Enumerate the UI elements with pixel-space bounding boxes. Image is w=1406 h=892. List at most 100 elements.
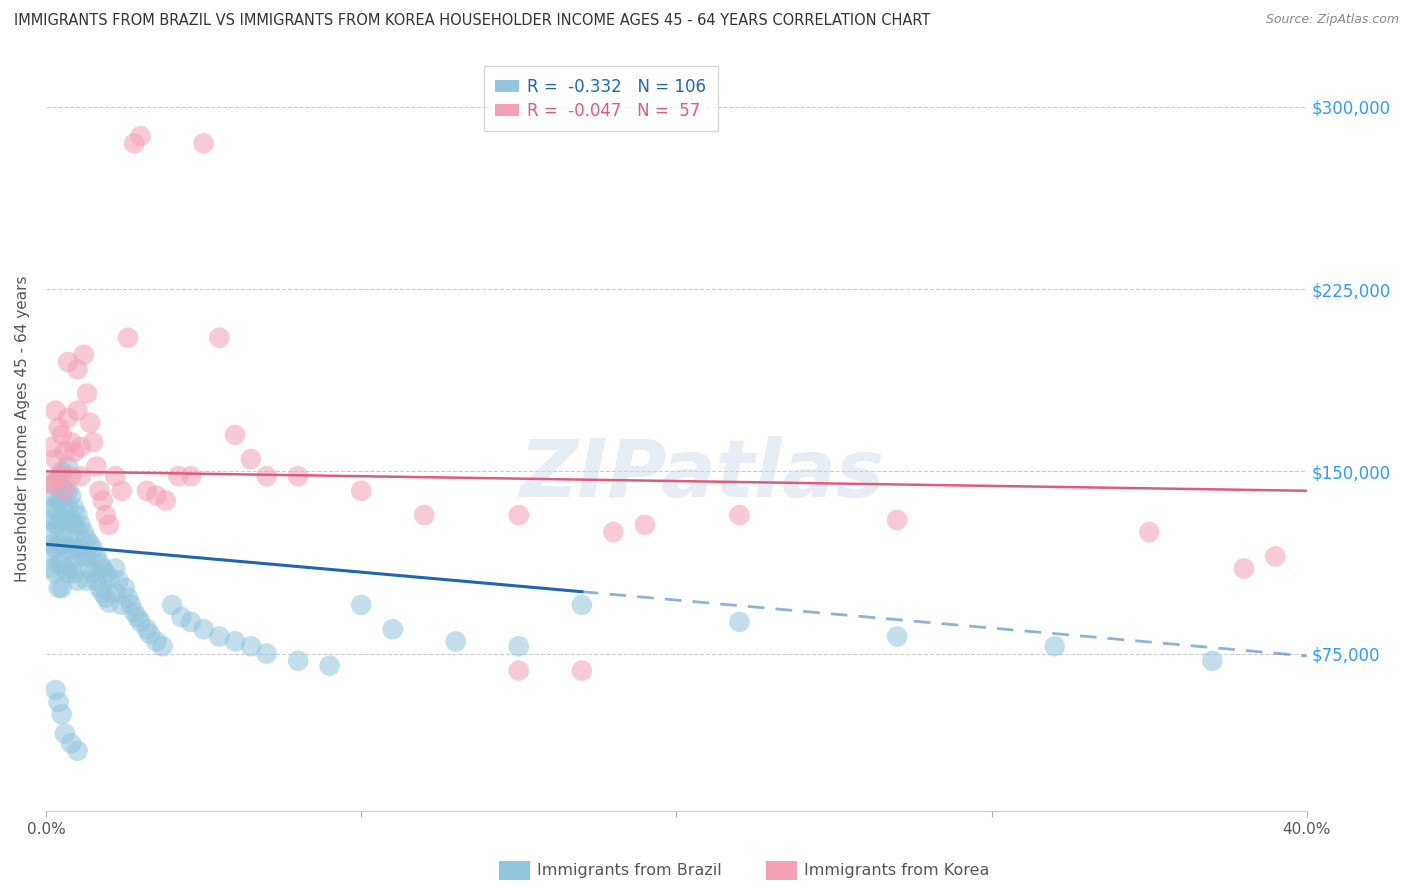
- Point: [728, 615, 751, 629]
- Point: [69, 469, 91, 483]
- Point: [48, 695, 70, 709]
- Point: [122, 136, 145, 151]
- Point: [98, 595, 121, 609]
- Point: [111, 483, 134, 498]
- Point: [155, 493, 177, 508]
- Point: [145, 634, 167, 648]
- Point: [82, 566, 104, 581]
- Point: [350, 598, 373, 612]
- Point: [135, 483, 157, 498]
- Point: [63, 517, 86, 532]
- Point: [728, 508, 751, 522]
- Point: [239, 639, 262, 653]
- Point: [152, 639, 174, 653]
- Point: [111, 598, 134, 612]
- Point: [44, 476, 66, 491]
- Point: [86, 574, 108, 588]
- Point: [98, 517, 121, 532]
- Point: [51, 707, 73, 722]
- Point: [256, 469, 278, 483]
- Point: [60, 561, 83, 575]
- Point: [139, 627, 162, 641]
- Point: [86, 459, 108, 474]
- Point: [44, 683, 66, 698]
- Point: [60, 736, 83, 750]
- Point: [73, 524, 96, 539]
- Point: [91, 561, 114, 575]
- Point: [44, 542, 66, 557]
- Point: [63, 542, 86, 557]
- Point: [114, 581, 136, 595]
- Point: [167, 469, 190, 483]
- Point: [60, 435, 83, 450]
- Legend: R =  -0.332   N = 106, R =  -0.047   N =  57: R = -0.332 N = 106, R = -0.047 N = 57: [484, 66, 718, 131]
- Point: [48, 469, 70, 483]
- Point: [56, 459, 79, 474]
- Point: [38, 476, 60, 491]
- Point: [66, 549, 89, 564]
- Point: [117, 331, 139, 345]
- Point: [104, 469, 127, 483]
- Point: [571, 598, 593, 612]
- Point: [51, 581, 73, 595]
- Point: [508, 639, 530, 653]
- Point: [41, 537, 63, 551]
- Point: [51, 489, 73, 503]
- Point: [38, 500, 60, 515]
- Point: [1264, 549, 1286, 564]
- Point: [120, 598, 142, 612]
- Point: [571, 664, 593, 678]
- Point: [1201, 654, 1223, 668]
- Text: Immigrants from Brazil: Immigrants from Brazil: [537, 863, 721, 878]
- Point: [60, 537, 83, 551]
- Point: [38, 549, 60, 564]
- Point: [76, 574, 98, 588]
- Point: [76, 549, 98, 564]
- Point: [51, 557, 73, 571]
- Point: [66, 744, 89, 758]
- Point: [318, 658, 340, 673]
- Point: [224, 634, 246, 648]
- Point: [60, 469, 83, 483]
- Point: [51, 464, 73, 478]
- Point: [56, 483, 79, 498]
- Point: [44, 517, 66, 532]
- Point: [44, 452, 66, 467]
- Point: [79, 416, 101, 430]
- Point: [66, 403, 89, 417]
- Point: [73, 348, 96, 362]
- Point: [135, 622, 157, 636]
- Point: [51, 428, 73, 442]
- Point: [91, 586, 114, 600]
- Point: [381, 622, 404, 636]
- Point: [56, 500, 79, 515]
- Point: [53, 561, 76, 575]
- Point: [73, 549, 96, 564]
- Point: [53, 517, 76, 532]
- Point: [82, 435, 104, 450]
- Point: [444, 634, 467, 648]
- Point: [53, 445, 76, 459]
- Point: [63, 566, 86, 581]
- Point: [69, 440, 91, 454]
- Point: [44, 403, 66, 417]
- Point: [107, 574, 129, 588]
- Point: [56, 542, 79, 557]
- Text: Source: ZipAtlas.com: Source: ZipAtlas.com: [1265, 13, 1399, 27]
- Text: ZIPatlas: ZIPatlas: [519, 436, 884, 514]
- Point: [69, 542, 91, 557]
- Point: [117, 591, 139, 605]
- Point: [193, 622, 215, 636]
- Point: [413, 508, 436, 522]
- Point: [89, 483, 111, 498]
- Point: [170, 610, 193, 624]
- Point: [44, 500, 66, 515]
- Point: [48, 420, 70, 434]
- Point: [51, 537, 73, 551]
- Point: [44, 566, 66, 581]
- Point: [48, 581, 70, 595]
- Point: [86, 549, 108, 564]
- Point: [104, 561, 127, 575]
- Point: [127, 610, 149, 624]
- Point: [94, 591, 117, 605]
